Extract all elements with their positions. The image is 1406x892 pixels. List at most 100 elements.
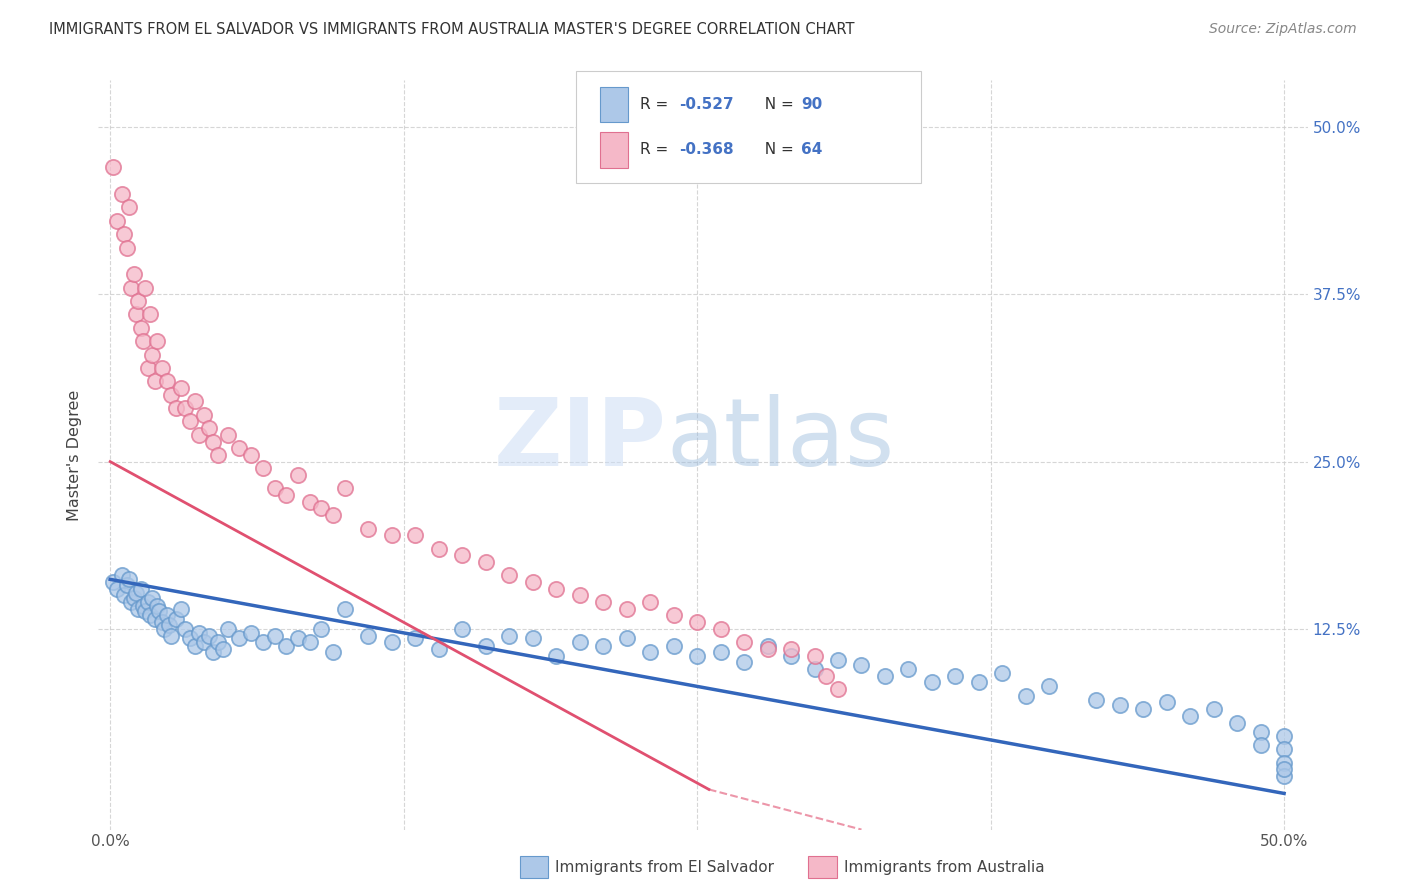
Point — [276, 488, 298, 502]
Point — [873, 669, 896, 683]
Point — [217, 622, 239, 636]
Point — [105, 213, 128, 227]
Point — [1272, 762, 1295, 776]
Point — [756, 639, 779, 653]
Point — [897, 662, 920, 676]
Point — [174, 401, 197, 416]
Point — [451, 622, 474, 636]
Point — [263, 629, 285, 643]
Point — [780, 642, 803, 657]
Point — [129, 582, 152, 596]
Point — [921, 675, 943, 690]
Point — [404, 632, 426, 646]
Point — [638, 644, 661, 658]
Point — [115, 578, 138, 592]
Point — [217, 428, 239, 442]
Point — [174, 622, 197, 636]
Point — [240, 448, 263, 462]
Point — [252, 461, 274, 475]
Point — [662, 608, 685, 623]
Point — [322, 508, 344, 523]
Point — [120, 595, 142, 609]
Point — [122, 268, 145, 282]
Point — [322, 644, 344, 658]
Point — [803, 662, 825, 676]
Point — [112, 589, 135, 603]
Point — [333, 482, 356, 496]
Point — [1085, 693, 1108, 707]
Point — [228, 632, 250, 646]
Point — [134, 605, 156, 619]
Point — [141, 591, 163, 606]
Point — [150, 361, 173, 376]
Point — [638, 595, 661, 609]
Text: IMMIGRANTS FROM EL SALVADOR VS IMMIGRANTS FROM AUSTRALIA MASTER'S DEGREE CORRELA: IMMIGRANTS FROM EL SALVADOR VS IMMIGRANT… — [49, 22, 855, 37]
Point — [404, 528, 426, 542]
Point — [150, 615, 173, 630]
Point — [381, 528, 404, 542]
Point — [155, 608, 177, 623]
Text: 90: 90 — [801, 97, 823, 112]
Point — [357, 629, 380, 643]
Point — [827, 653, 849, 667]
Point — [263, 482, 285, 496]
Point — [157, 617, 180, 632]
Point — [139, 307, 162, 322]
Point — [851, 658, 873, 673]
Point — [183, 639, 205, 653]
Point — [143, 375, 166, 389]
Point — [287, 467, 309, 482]
Point — [115, 241, 138, 255]
Point — [125, 307, 148, 322]
Point — [357, 521, 380, 535]
Text: 64: 64 — [801, 142, 823, 157]
Point — [1272, 729, 1295, 743]
Point — [1156, 696, 1178, 710]
Point — [568, 589, 591, 603]
Point — [1202, 702, 1225, 716]
Point — [498, 568, 520, 582]
Point — [522, 575, 544, 590]
Point — [710, 622, 733, 636]
Point — [125, 586, 148, 600]
Point — [183, 394, 205, 409]
Point — [427, 541, 450, 556]
Point — [381, 635, 404, 649]
Text: N =: N = — [755, 142, 799, 157]
Point — [803, 648, 825, 663]
Point — [298, 635, 321, 649]
Point — [592, 595, 614, 609]
Point — [991, 665, 1014, 681]
Point — [155, 375, 177, 389]
Point — [101, 575, 124, 590]
Point — [179, 632, 201, 646]
Point — [165, 613, 187, 627]
Point — [662, 639, 685, 653]
Point — [136, 595, 159, 609]
Point — [1272, 756, 1295, 770]
Text: Immigrants from El Salvador: Immigrants from El Salvador — [555, 860, 775, 874]
Point — [228, 442, 250, 455]
Point — [827, 682, 849, 697]
Point — [160, 387, 183, 401]
Point — [132, 599, 155, 614]
Point — [780, 648, 803, 663]
Point — [146, 334, 169, 349]
Point — [207, 635, 229, 649]
Point — [298, 494, 321, 508]
Point — [188, 626, 211, 640]
Point — [202, 434, 225, 449]
Point — [616, 602, 638, 616]
Point — [169, 602, 191, 616]
Point — [710, 644, 733, 658]
Point — [1038, 680, 1060, 694]
Point — [546, 582, 568, 596]
Point — [148, 605, 170, 619]
Text: Immigrants from Australia: Immigrants from Australia — [844, 860, 1045, 874]
Point — [1250, 724, 1272, 739]
Text: N =: N = — [755, 97, 799, 112]
Point — [197, 421, 219, 435]
Point — [311, 622, 333, 636]
Point — [193, 408, 215, 422]
Point — [105, 582, 128, 596]
